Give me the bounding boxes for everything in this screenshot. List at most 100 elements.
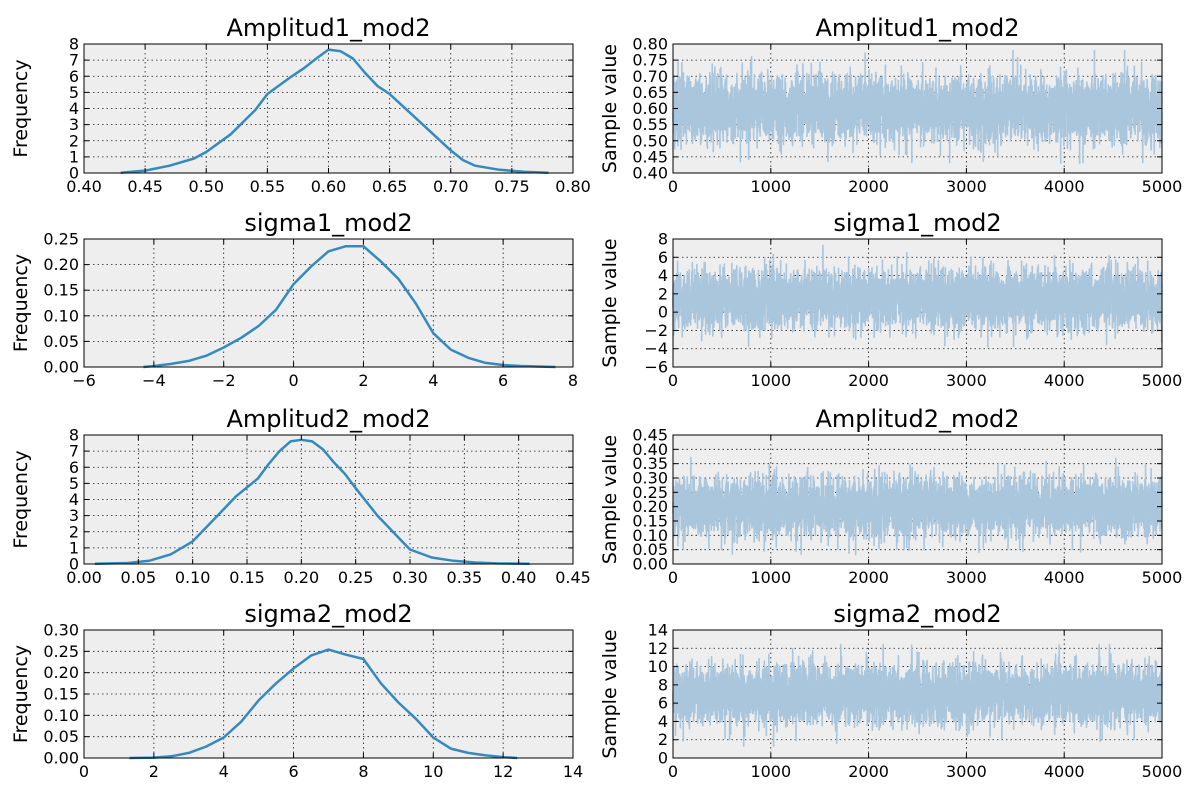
x-tick-label: 8 [358,762,368,781]
subplot-title: Amplitud1_mod2 [226,14,430,42]
x-tick-label: 12 [493,762,513,781]
x-tick-label: 0 [79,762,89,781]
y-tick-label: 0.35 [632,454,668,473]
subplot-3-density: −6 −4 −2 0 2 4 6 8 0.00 0.05 0.10 0.15 0.20 0.25 sigma… [10,209,578,390]
y-tick-label: 0.40 [632,164,668,183]
x-tick-label: 2000 [848,762,889,781]
y-tick-label: 0.05 [43,727,79,746]
y-tick-label: 5 [69,83,79,102]
y-tick-label: 0.10 [43,306,79,325]
subplot-1-density: 0.40 0.45 0.50 0.55 0.60 0.65 0.70 0.75 0.80 0123… [10,14,591,196]
y-axis-label: Sample value [599,629,621,758]
y-tick-label: 2 [658,284,668,303]
subplot-title: sigma2_mod2 [244,600,412,628]
density-curve [129,648,518,760]
subplot-5-density: 0.00 0.05 0.10 0.15 0.20 0.25 0.30 0.35 0.40 0.45… [10,405,591,587]
axes-frame [672,434,1163,565]
y-tick-label: 8 [69,35,79,54]
x-tick-label: 0.20 [284,568,320,587]
y-tick-label: 1 [69,538,79,557]
y-axis-label: Frequency [10,645,32,743]
x-tick-label: 2000 [848,568,889,587]
y-tick-label: 0 [69,555,79,574]
y-axis-label: Frequency [10,254,32,352]
y-tick-label: 0.25 [43,642,79,661]
y-tick-label: −4 [644,339,668,358]
x-tick-label: 0 [668,177,678,196]
x-tick-label: 2 [149,762,159,781]
y-tick-label: 8 [69,426,79,445]
x-tick-label: 1000 [750,568,791,587]
y-tick-label: 0.65 [632,83,668,102]
x-tick-label: 10 [423,762,443,781]
axes-frame [83,238,574,368]
subplot-title: sigma2_mod2 [833,600,1001,628]
x-tick-label: 4000 [1044,177,1085,196]
x-tick-label: −6 [72,371,96,390]
y-tick-label: 2 [658,730,668,749]
y-tick-label: 5 [69,474,79,493]
axes-frame [672,238,1163,368]
y-tick-label: 12 [648,639,668,658]
y-tick-label: 6 [69,458,79,477]
x-tick-label: 1000 [750,762,791,781]
density-curve [120,48,549,175]
x-tick-label: 0.40 [66,177,102,196]
plot-area [84,239,573,367]
subplot-title: Amplitud2_mod2 [815,405,1019,433]
y-tick-label: 7 [69,442,79,461]
x-tick-label: 4 [428,371,438,390]
x-tick-label: 0 [668,568,678,587]
x-tick-label: 2 [358,371,368,390]
x-tick-label: 0.70 [433,177,469,196]
x-tick-label: 0.05 [121,568,157,587]
subplot-title: sigma1_mod2 [833,209,1001,237]
y-axis-label: Sample value [599,44,621,173]
subplot-title: Amplitud1_mod2 [815,14,1019,42]
subplot-2-trace: 0 1000 2000 3000 4000 50000.400.450.500.550.6… [599,14,1182,196]
y-tick-label: 0.45 [632,147,668,166]
y-tick-label: 0.15 [43,281,79,300]
x-tick-label: 0 [668,371,678,390]
y-tick-label: 0.00 [43,749,79,768]
y-tick-label: 4 [658,712,668,731]
y-tick-label: 8 [658,675,668,694]
x-tick-label: 0.75 [494,177,530,196]
subplot-7-density: 0 2 4 6 8 10 12 14 0.00 0.05 0.10 0.15 0.20 0.25 0.30 s… [10,600,583,781]
y-axis-label: Sample value [599,435,621,564]
trace-line [672,49,1163,165]
x-tick-label: 0.00 [66,568,102,587]
x-tick-label: 0.50 [188,177,224,196]
x-tick-label: 0.45 [555,568,591,587]
x-tick-label: 3000 [946,762,987,781]
trace-line [672,643,1163,747]
subplot-grid: 0.40 0.45 0.50 0.55 0.60 0.65 0.70 0.75 0.800123… [10,14,1182,781]
y-tick-label: 7 [69,51,79,70]
x-tick-label: 0.65 [372,177,408,196]
y-tick-label: 0 [658,749,668,768]
x-tick-label: 4000 [1044,762,1085,781]
y-tick-label: 0.25 [43,230,79,249]
y-tick-label: 0.10 [43,706,79,725]
density-curve [94,438,530,566]
x-tick-label: 6 [288,762,298,781]
y-tick-label: 2 [69,131,79,150]
x-tick-label: 0.40 [501,568,537,587]
x-tick-label: 0.15 [229,568,265,587]
x-tick-label: 5000 [1142,762,1183,781]
x-tick-label: 6 [498,371,508,390]
y-tick-label: 0.70 [632,67,668,86]
y-tick-label: 10 [648,657,668,676]
y-tick-label: 0.55 [632,115,668,134]
y-axis-label: Frequency [10,59,32,157]
x-tick-label: 14 [563,762,583,781]
y-tick-label: 0.20 [43,663,79,682]
x-tick-label: 0.25 [338,568,374,587]
axes-frame [672,629,1163,759]
y-tick-label: 4 [69,99,79,118]
x-tick-label: 2000 [848,371,889,390]
y-tick-label: 0.05 [43,332,79,351]
y-tick-label: 0.60 [632,99,668,118]
y-tick-label: 0.30 [632,469,668,488]
